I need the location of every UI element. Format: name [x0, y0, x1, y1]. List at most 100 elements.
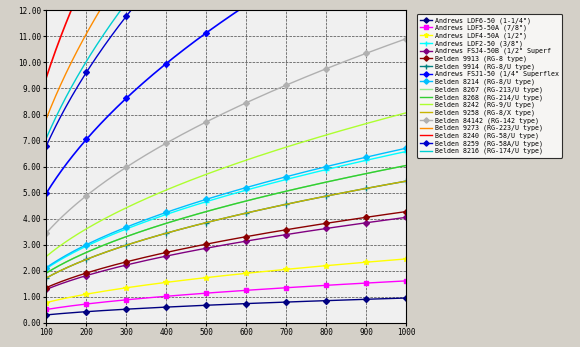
Line: Belden 8242 (RG-9/U type): Belden 8242 (RG-9/U type) — [46, 113, 406, 256]
Belden 8268 (RG-214/U type) — [257, 195, 264, 200]
Belden 8214 (RG-8/U type) — [43, 265, 50, 270]
Belden 8240 (RG-58/U type) — [43, 75, 50, 79]
Andrews FSJ4-50B (1/2" Superf — [257, 237, 264, 241]
Line: Andrews LDF6-50 (1-1/4"): Andrews LDF6-50 (1-1/4") — [46, 298, 406, 315]
Andrews LDF4-50A (1/2") — [216, 274, 223, 278]
Andrews LDF2-50 (3/8") — [237, 189, 244, 194]
Andrews LDF6-50 (1-1/4") — [237, 302, 244, 306]
Belden 8267 (RG-213/U type) — [43, 271, 50, 275]
Line: Andrews LDF4-50A (1/2"): Andrews LDF4-50A (1/2") — [46, 259, 406, 303]
Belden 9258 (RG-8/X type) — [403, 179, 409, 183]
Line: Andrews FSJ4-50B (1/2" Superf: Andrews FSJ4-50B (1/2" Superf — [46, 217, 406, 289]
Belden 8242 (RG-9/U type) — [43, 254, 50, 259]
Andrews LDF5-50A (7/8") — [43, 307, 50, 312]
Andrews LDF6-50 (1-1/4") — [394, 296, 401, 301]
Andrews FSJ1-50 (1/4" Superflex — [237, 7, 244, 11]
Andrews LDF6-50 (1-1/4") — [403, 296, 409, 300]
Andrews LDF4-50A (1/2") — [338, 262, 345, 266]
Belden 8242 (RG-9/U type) — [216, 168, 223, 172]
Belden 9914 (RG-8/U type) — [216, 217, 223, 221]
Andrews LDF4-50A (1/2") — [237, 272, 244, 276]
Andrews LDF2-50 (3/8") — [338, 164, 345, 168]
Belden 84142 (RG-142 type) — [213, 115, 220, 119]
Belden 8242 (RG-9/U type) — [257, 153, 264, 158]
Belden 9258 (RG-8/X type) — [213, 218, 220, 222]
Belden 8267 (RG-213/U type) — [403, 163, 409, 168]
Belden 8242 (RG-9/U type) — [237, 160, 244, 164]
Andrews LDF5-50A (7/8") — [257, 287, 264, 291]
Belden 8214 (RG-8/U type) — [257, 181, 264, 186]
Andrews FSJ4-50B (1/2" Superf — [43, 287, 50, 291]
Andrews LDF2-50 (3/8") — [216, 196, 223, 200]
Andrews LDF4-50A (1/2") — [394, 257, 401, 262]
Belden 9913 (RG-8 type) — [213, 240, 220, 244]
Belden 8267 (RG-213/U type) — [237, 200, 244, 204]
Belden 8267 (RG-213/U type) — [213, 206, 220, 211]
Legend: Andrews LDF6-50 (1-1/4"), Andrews LDF5-50A (7/8"), Andrews LDF4-50A (1/2"), Andr: Andrews LDF6-50 (1-1/4"), Andrews LDF5-5… — [416, 14, 562, 158]
Belden 9914 (RG-8/U type) — [338, 191, 345, 195]
Belden 9913 (RG-8 type) — [216, 239, 223, 244]
Andrews FSJ4-50B (1/2" Superf — [213, 244, 220, 248]
Belden 84142 (RG-142 type) — [237, 103, 244, 107]
Andrews LDF2-50 (3/8") — [394, 151, 401, 155]
Belden 8267 (RG-213/U type) — [338, 177, 345, 181]
Belden 8216 (RG-174/U type) — [43, 136, 50, 140]
Andrews LDF2-50 (3/8") — [213, 196, 220, 201]
Belden 8242 (RG-9/U type) — [338, 128, 345, 133]
Andrews FSJ4-50B (1/2" Superf — [237, 240, 244, 244]
Andrews LDF6-50 (1-1/4") — [257, 301, 264, 305]
Belden 8267 (RG-213/U type) — [257, 195, 264, 200]
Belden 9914 (RG-8/U type) — [213, 218, 220, 222]
Line: Belden 8214 (RG-8/U type): Belden 8214 (RG-8/U type) — [46, 148, 406, 268]
Belden 8242 (RG-9/U type) — [394, 113, 401, 117]
Belden 9273 (RG-223/U type) — [43, 116, 50, 120]
Line: Belden 84142 (RG-142 type): Belden 84142 (RG-142 type) — [46, 39, 406, 233]
Belden 9258 (RG-8/X type) — [216, 217, 223, 221]
Line: Belden 8268 (RG-214/U type): Belden 8268 (RG-214/U type) — [46, 166, 406, 273]
Belden 9913 (RG-8 type) — [394, 211, 401, 215]
Andrews LDF6-50 (1-1/4") — [43, 313, 50, 317]
Andrews FSJ1-50 (1/4" Superflex — [216, 22, 223, 26]
Belden 84142 (RG-142 type) — [394, 40, 401, 44]
Belden 9913 (RG-8 type) — [338, 219, 345, 223]
Belden 8214 (RG-8/U type) — [394, 148, 401, 152]
Andrews LDF2-50 (3/8") — [43, 266, 50, 271]
Belden 84142 (RG-142 type) — [216, 113, 223, 118]
Belden 9258 (RG-8/X type) — [257, 208, 264, 212]
Andrews FSJ4-50B (1/2" Superf — [394, 217, 401, 221]
Belden 8214 (RG-8/U type) — [338, 161, 345, 165]
Andrews LDF2-50 (3/8") — [403, 150, 409, 154]
Belden 84142 (RG-142 type) — [43, 231, 50, 235]
Andrews LDF4-50A (1/2") — [257, 270, 264, 274]
Belden 8242 (RG-9/U type) — [403, 111, 409, 115]
Line: Belden 9913 (RG-8 type): Belden 9913 (RG-8 type) — [46, 212, 406, 288]
Andrews LDF5-50A (7/8") — [338, 282, 345, 287]
Belden 8268 (RG-214/U type) — [403, 163, 409, 168]
Line: Andrews FSJ1-50 (1/4" Superflex: Andrews FSJ1-50 (1/4" Superflex — [46, 0, 406, 193]
Belden 84142 (RG-142 type) — [338, 61, 345, 65]
Belden 8268 (RG-214/U type) — [216, 206, 223, 210]
Belden 8268 (RG-214/U type) — [338, 177, 345, 181]
Andrews LDF4-50A (1/2") — [403, 257, 409, 261]
Belden 9913 (RG-8 type) — [43, 286, 50, 290]
Andrews FSJ4-50B (1/2" Superf — [338, 224, 345, 228]
Belden 84142 (RG-142 type) — [257, 94, 264, 99]
Line: Belden 8240 (RG-58/U type): Belden 8240 (RG-58/U type) — [46, 0, 406, 77]
Belden 8214 (RG-8/U type) — [237, 187, 244, 191]
Andrews LDF4-50A (1/2") — [213, 274, 220, 279]
Andrews LDF5-50A (7/8") — [237, 289, 244, 293]
Andrews FSJ4-50B (1/2" Superf — [403, 215, 409, 219]
Belden 9258 (RG-8/X type) — [43, 276, 50, 280]
Line: Belden 8259 (RG-58A/U type): Belden 8259 (RG-58A/U type) — [46, 0, 406, 146]
Belden 8214 (RG-8/U type) — [216, 193, 223, 197]
Andrews LDF5-50A (7/8") — [213, 290, 220, 294]
Belden 9914 (RG-8/U type) — [403, 179, 409, 183]
Andrews LDF5-50A (7/8") — [216, 290, 223, 294]
Belden 9913 (RG-8 type) — [403, 210, 409, 214]
Belden 8267 (RG-213/U type) — [394, 165, 401, 169]
Line: Belden 9914 (RG-8/U type): Belden 9914 (RG-8/U type) — [46, 181, 406, 278]
Belden 9914 (RG-8/U type) — [394, 181, 401, 185]
Line: Andrews LDF2-50 (3/8"): Andrews LDF2-50 (3/8") — [46, 152, 406, 269]
Belden 9913 (RG-8 type) — [237, 236, 244, 240]
Andrews FSJ4-50B (1/2" Superf — [216, 244, 223, 248]
